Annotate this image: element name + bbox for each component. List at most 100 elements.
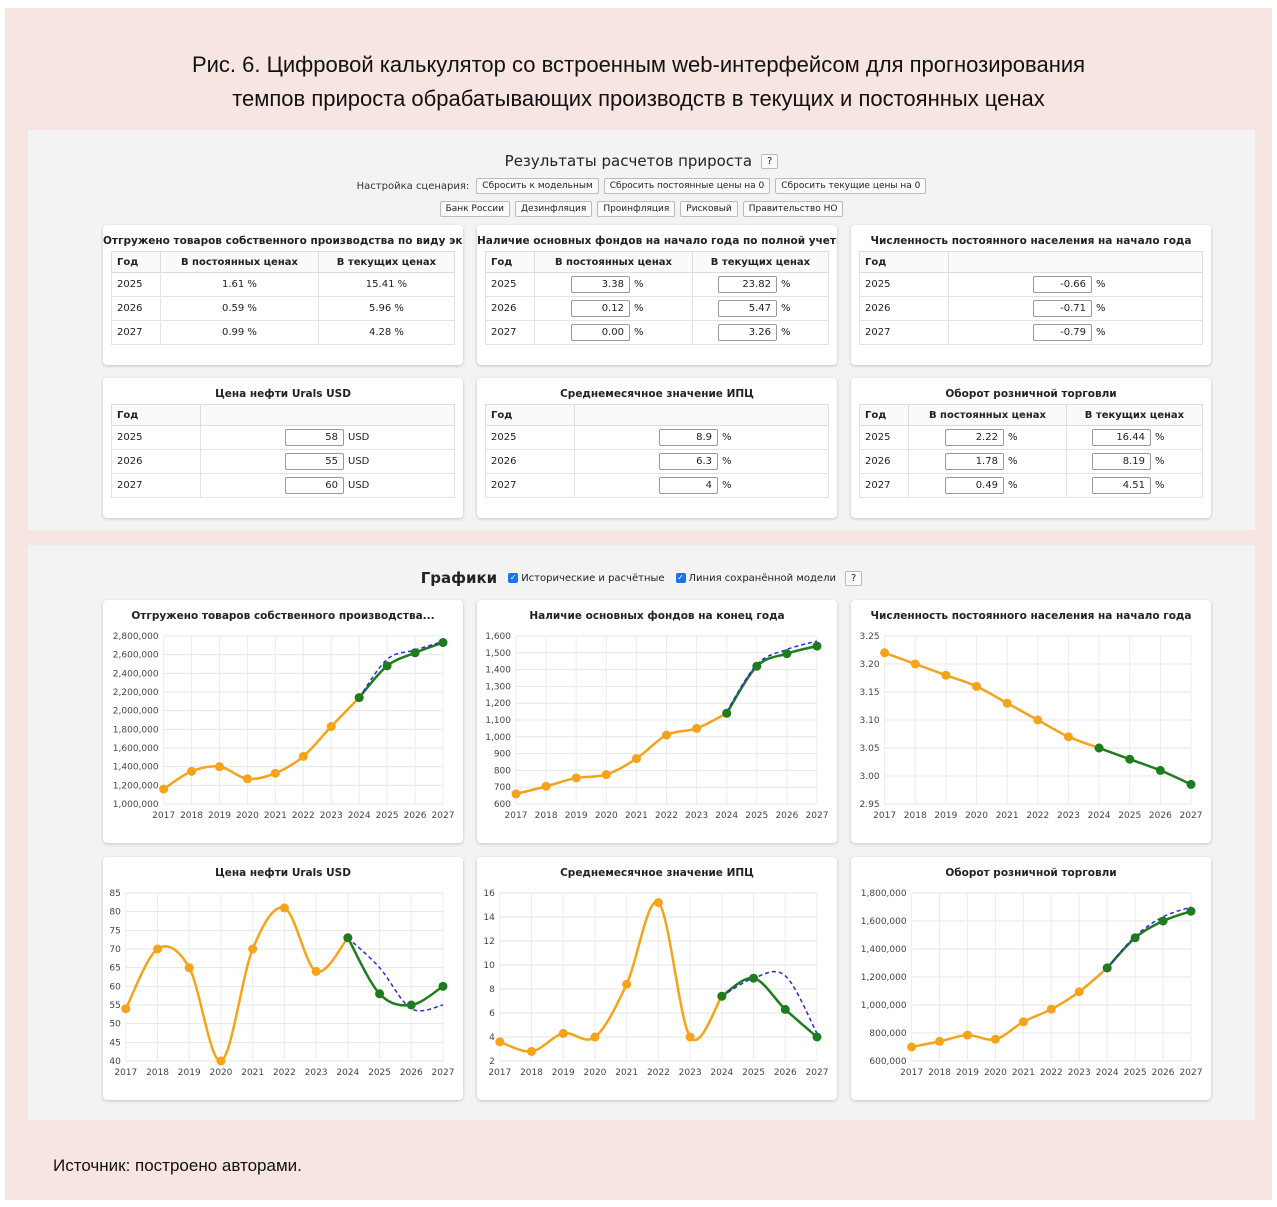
- preset-button[interactable]: Правительство НО: [742, 201, 844, 217]
- option[interactable]: ✓ Исторические и расчётные: [508, 573, 665, 584]
- x-tick-label: 2024: [1088, 811, 1111, 821]
- x-tick-label: 2026: [774, 1068, 797, 1078]
- number-input[interactable]: -0.71: [1033, 300, 1092, 317]
- data-table: Год 2025 58 USD 2026 55 USD 2027 60 USD: [111, 404, 455, 498]
- column-header: В текущих ценах: [691, 251, 830, 273]
- number-input[interactable]: 0.49: [944, 477, 1004, 494]
- x-tick-label: 2022: [647, 1068, 670, 1078]
- number-input[interactable]: 3.38: [570, 276, 630, 293]
- table-row: 2027 4%: [485, 473, 829, 498]
- x-tick-label: 2022: [292, 811, 315, 821]
- y-tick-label: 1,200,000: [113, 781, 159, 791]
- table-title: Численность постоянного населения на нач…: [870, 235, 1192, 247]
- input-cell: 0.12%: [534, 296, 693, 321]
- value-cell: 0.59 %: [160, 296, 319, 321]
- y-tick-label: 2,800,000: [113, 632, 159, 642]
- x-tick-label: 2023: [685, 811, 708, 821]
- input-group: 16.44%: [1072, 429, 1197, 446]
- number-input[interactable]: 1.78: [944, 453, 1004, 470]
- year-cell: 2027: [485, 320, 535, 345]
- number-input[interactable]: 60: [285, 477, 344, 494]
- number-input[interactable]: 5.47: [717, 300, 777, 317]
- year-cell: 2026: [859, 449, 909, 474]
- data-point: [558, 1028, 568, 1038]
- unit: %: [780, 279, 791, 290]
- data-point: [692, 723, 702, 733]
- x-tick-label: 2018: [180, 811, 203, 821]
- number-input[interactable]: 0.00: [570, 324, 630, 341]
- x-tick-label: 2025: [376, 811, 399, 821]
- header-row: Год В постоянных ценах В текущих ценах: [859, 404, 1204, 426]
- input-cell: 8.9%: [574, 425, 829, 450]
- number-input[interactable]: -0.66: [1033, 276, 1092, 293]
- year-cell: 2026: [859, 296, 949, 321]
- x-tick-label: 2019: [956, 1068, 979, 1078]
- y-tick-label: 1,200: [485, 699, 511, 709]
- results-header: Результаты расчетов прироста ?: [28, 150, 1255, 172]
- unit: %: [1096, 279, 1106, 290]
- chart-card: Наличие основных фондов на конец года 600…: [477, 600, 837, 843]
- results-heading: Результаты расчетов прироста: [504, 152, 753, 170]
- data-point: [279, 903, 289, 913]
- x-tick-label: 2017: [488, 1068, 511, 1078]
- model-line: [347, 937, 444, 1012]
- y-tick-label: 2,000,000: [113, 707, 159, 717]
- y-tick-label: 1,600,000: [113, 744, 159, 754]
- number-input[interactable]: 55: [285, 453, 344, 470]
- help-button[interactable]: ?: [761, 153, 779, 169]
- checkbox[interactable]: ✓: [675, 573, 686, 583]
- chart-card: Отгружено товаров собственного производс…: [103, 600, 463, 843]
- year-cell: 2026: [485, 449, 575, 474]
- y-tick-label: 3.00: [860, 772, 880, 782]
- number-input[interactable]: 16.44: [1091, 429, 1151, 446]
- number-input[interactable]: 4: [659, 477, 718, 494]
- year-cell: 2025: [859, 272, 949, 297]
- table-title: Оборот розничной торговли: [945, 388, 1117, 400]
- option[interactable]: ✓ Линия сохранённой модели: [675, 573, 836, 584]
- year-cell: 2025: [485, 272, 535, 297]
- input-cell: -0.66%: [948, 272, 1203, 297]
- number-input[interactable]: 6.3: [659, 453, 718, 470]
- unit: %: [1154, 456, 1165, 467]
- chart-title: Численность постоянного населения на нач…: [871, 610, 1192, 622]
- x-tick-label: 2023: [1068, 1068, 1091, 1078]
- x-tick-label: 2017: [873, 811, 896, 821]
- y-tick-label: 2.95: [860, 800, 880, 810]
- data-point: [214, 762, 224, 772]
- data-table: Год В постоянных ценах В текущих ценах 2025…: [111, 251, 456, 345]
- number-input[interactable]: 4.51: [1091, 477, 1151, 494]
- button[interactable]: Сбросить текущие цены на 0: [775, 178, 927, 194]
- number-input[interactable]: -0.79: [1033, 324, 1092, 341]
- x-tick-label: 2023: [320, 811, 343, 821]
- checkbox[interactable]: ✓: [508, 573, 519, 583]
- year-cell: 2026: [111, 296, 161, 321]
- preset-button[interactable]: Банк России: [439, 201, 510, 217]
- graphs-heading: Графики: [420, 569, 498, 587]
- number-input[interactable]: 8.9: [659, 429, 718, 446]
- data-point: [880, 648, 890, 658]
- x-tick-label: 2019: [565, 811, 588, 821]
- help-button[interactable]: ?: [844, 570, 863, 586]
- number-input[interactable]: 23.82: [717, 276, 777, 293]
- preset-button[interactable]: Проинфляция: [597, 201, 676, 217]
- data-point: [326, 722, 336, 732]
- input-cell: 58 USD: [200, 425, 455, 450]
- value-cell: 5.96 %: [317, 296, 456, 321]
- number-input[interactable]: 0.12: [570, 300, 630, 317]
- number-input[interactable]: 2.22: [944, 429, 1004, 446]
- number-input[interactable]: 58: [285, 429, 344, 446]
- number-input[interactable]: 3.26: [717, 324, 777, 341]
- caption-line: Рис. 6. Цифровой калькулятор со встроенн…: [191, 52, 1086, 77]
- data-point: [910, 659, 920, 669]
- button[interactable]: Сбросить постоянные цены на 0: [603, 178, 771, 194]
- preset-button[interactable]: Рисковый: [680, 201, 738, 217]
- scenario-row: Настройка сценария: Сбросить к модельным…: [28, 177, 1255, 195]
- number-input[interactable]: 8.19: [1091, 453, 1151, 470]
- y-tick-label: 600: [494, 800, 511, 810]
- button[interactable]: Сбросить к модельным: [476, 178, 599, 194]
- unit: USD: [348, 432, 370, 443]
- input-group: 6.3%: [580, 453, 823, 470]
- column-header: В постоянных ценах: [908, 404, 1067, 426]
- input-group: -0.66%: [954, 276, 1197, 293]
- preset-button[interactable]: Дезинфляция: [514, 201, 593, 217]
